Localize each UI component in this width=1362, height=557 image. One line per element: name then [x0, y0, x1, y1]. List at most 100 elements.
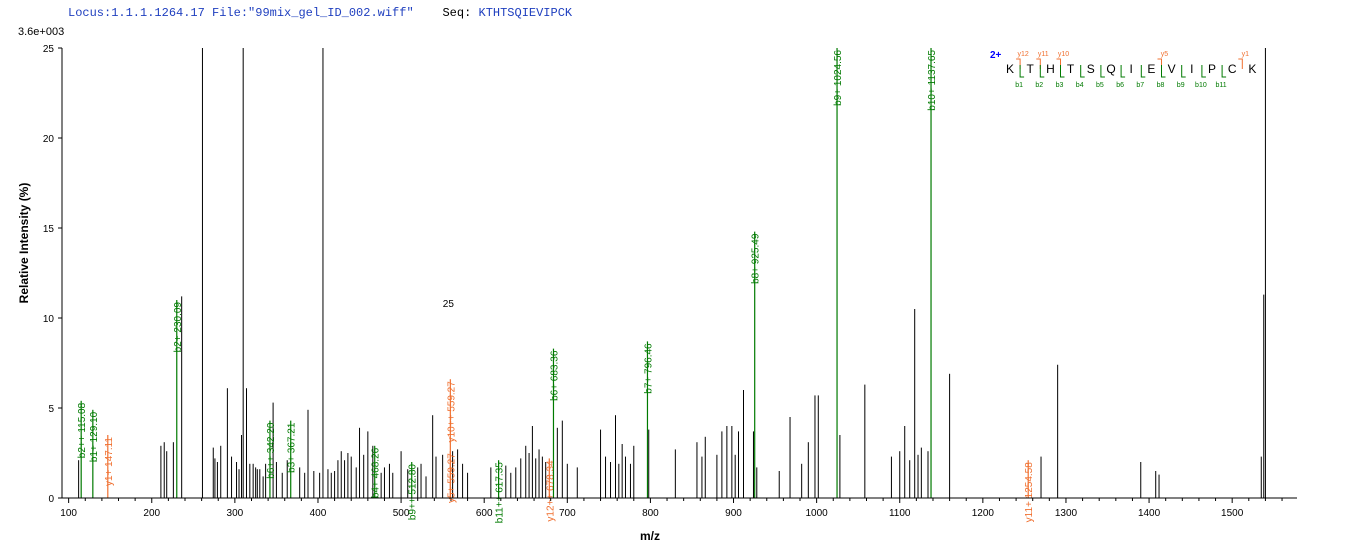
b-cleavage-mark [1201, 65, 1206, 78]
x-tick-label: 100 [60, 508, 77, 519]
b-cleavage-label: b5 [1096, 82, 1104, 89]
x-tick-label: 300 [227, 508, 244, 519]
b-ion-label: b1+ 129.10 [89, 411, 100, 462]
x-tick-label: 1200 [972, 508, 995, 519]
x-tick-label: 900 [725, 508, 742, 519]
b-cleavage-label: b2 [1035, 82, 1043, 89]
y-axis-title: Relative Intensity (%) [17, 183, 31, 304]
b-ion-label: b8+ 925.49 [751, 233, 762, 284]
x-tick-label: 400 [310, 508, 327, 519]
residue-label: Q [1106, 62, 1115, 76]
b-cleavage-mark [1100, 65, 1105, 78]
y-ion-label: y12++ 678.34 [545, 460, 556, 522]
residue-label: T [1027, 62, 1035, 76]
b-cleavage-mark [1161, 65, 1166, 78]
ion-annotations: b2++ 115.08 b1+ 129.10 y1+ 147.11 b2+ 230.0… [77, 48, 1035, 523]
x-tick-label: 800 [642, 508, 659, 519]
b-ion-label: b2++ 115.08 [77, 402, 88, 458]
b-ion-label: b7+ 796.46 [643, 343, 654, 394]
y-cleavage-mark [1036, 58, 1041, 69]
b-cleavage-label: b11 [1216, 82, 1227, 89]
b-cleavage-mark [1039, 65, 1045, 78]
b-cleavage-label: b7 [1136, 82, 1144, 89]
y-ion-label: y11+ 1254.58 [1024, 462, 1035, 523]
y-tick-label: 20 [43, 134, 55, 145]
b-cleavage-label: b3 [1056, 82, 1064, 89]
x-axis: 100 200 300 400 500 600 700 800 900 1000 1100 1200 1… [60, 498, 1283, 519]
y-tick-label: 10 [43, 314, 55, 325]
b-cleavage-label: b8 [1157, 82, 1165, 89]
residue-label: E [1147, 62, 1155, 76]
b-cleavage-label: b6 [1116, 82, 1124, 89]
residue-label: P [1208, 62, 1216, 76]
residue-label: I [1130, 62, 1133, 76]
x-tick-label: 1100 [889, 508, 911, 519]
b-cleavage-label: b4 [1076, 82, 1084, 89]
locus-text: Locus:1.1.1.1264.17 [68, 6, 205, 20]
x-tick-label: 1300 [1055, 508, 1078, 519]
seq-label: Seq: [442, 6, 472, 20]
y-cleavage-label: y10 [1058, 51, 1069, 58]
y-tick-label: 0 [48, 494, 54, 505]
residue-label: C [1228, 62, 1237, 76]
max-intensity-label: 3.6e+003 [18, 26, 64, 38]
b-cleavage-label: b9 [1177, 82, 1185, 89]
residue-label: H [1046, 62, 1055, 76]
x-tick-label: 500 [393, 508, 410, 519]
charge-label: 2+ [990, 50, 1002, 61]
y-ion-label: y5+ 559.27 [446, 453, 457, 503]
x-tick-label: 1000 [806, 508, 829, 519]
y-cleavage-label: y1 [1242, 51, 1250, 58]
residue-label: S [1087, 62, 1095, 76]
x-tick-label: 1400 [1138, 508, 1161, 519]
y-cleavage-mark [1056, 58, 1061, 69]
b-ion-label: b10+ 1137.65 [927, 50, 938, 111]
overlap-mark-label: 25 [443, 299, 455, 310]
b-cleavage-mark [1080, 65, 1085, 78]
b-cleavage-label: b10 [1195, 82, 1207, 89]
b-cleavage-mark [1221, 65, 1227, 78]
b-ion-label: b11++ 617.35 [495, 462, 506, 523]
residue-label: V [1168, 62, 1176, 76]
y-tick-label: 15 [43, 224, 55, 235]
y-cleavage-label: y12 [1017, 51, 1028, 58]
b-ion-label: b9++ 512.80 [408, 464, 419, 521]
x-tick-label: 200 [143, 508, 160, 519]
y-axis: 0 5 10 15 20 25 [43, 44, 62, 505]
file-text: File:"99mix_gel_ID_002.wiff" [212, 6, 414, 20]
peak-series [78, 48, 1266, 498]
x-tick-label: 700 [559, 508, 576, 519]
y-cleavage-mark [1157, 58, 1162, 69]
y-cleavage-label: y5 [1161, 51, 1169, 58]
b-cleavage-mark [1140, 65, 1146, 78]
seq-value: KTHTSQIEVIPCK [478, 6, 573, 20]
residue-label: T [1067, 62, 1075, 76]
y-cleavage-mark [1238, 58, 1243, 69]
b-cleavage-mark [1120, 65, 1126, 78]
spectrum-header: Locus:1.1.1.1264.17 File:"99mix_gel_ID_0… [68, 6, 572, 20]
b-ion-label: b6+ 683.36 [549, 350, 560, 401]
x-tick-label: 600 [476, 508, 493, 519]
x-tick-label: 1500 [1221, 508, 1244, 519]
x-axis-title: m/z [640, 529, 660, 543]
b-ion-label: b2+ 230.09 [173, 302, 184, 353]
y-ion-label: y10++ 559.27 [446, 381, 457, 443]
residue-label: I [1190, 62, 1193, 76]
b-cleavage-mark [1060, 65, 1065, 78]
y-tick-label: 5 [48, 404, 54, 415]
residue-label: K [1006, 62, 1014, 76]
b-ion-label: b9+ 1024.56 [833, 50, 844, 106]
b-ion-label: b3+ 367.21 [287, 422, 298, 473]
b-cleavage-label: b1 [1015, 82, 1023, 89]
y-ion-label: y1+ 147.11 [104, 437, 115, 486]
b-ion-label: b4+ 468.26 [371, 447, 382, 498]
b-ion-label: b6++ 342.20 [266, 422, 277, 479]
y-cleavage-label: y11 [1038, 51, 1049, 58]
residue-label: K [1248, 62, 1256, 76]
b-cleavage-mark [1019, 65, 1025, 78]
b-cleavage-mark [1181, 65, 1186, 78]
y-tick-label: 25 [43, 44, 55, 55]
y-cleavage-mark [1016, 58, 1021, 69]
